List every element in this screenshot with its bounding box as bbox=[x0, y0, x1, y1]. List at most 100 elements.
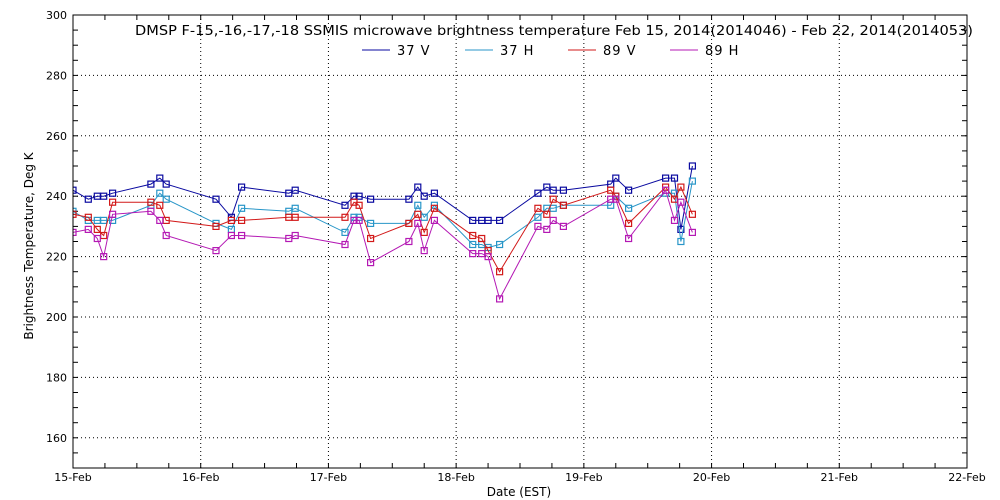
legend-entry-89-h: 89 H bbox=[670, 44, 738, 59]
legend-label-37-h: 37 H bbox=[500, 44, 534, 59]
data-point-89-h bbox=[484, 253, 492, 261]
data-point-37-h bbox=[549, 204, 557, 212]
data-point-89-h bbox=[677, 198, 685, 206]
legend-entry-89-v: 89 V bbox=[568, 44, 637, 59]
data-point-37-v bbox=[156, 174, 164, 182]
data-point-89-h bbox=[607, 195, 615, 203]
data-point-89-h bbox=[147, 207, 155, 215]
data-point-89-h bbox=[534, 222, 542, 230]
data-point-89-v bbox=[147, 198, 155, 206]
data-point-37-v bbox=[469, 216, 477, 224]
data-point-37-h bbox=[367, 219, 375, 227]
data-point-89-v bbox=[84, 213, 92, 221]
data-point-89-v bbox=[534, 204, 542, 212]
data-point-89-v bbox=[624, 219, 633, 227]
data-point-37-h bbox=[414, 201, 422, 209]
data-point-37-h bbox=[291, 204, 299, 212]
data-point-89-h bbox=[688, 228, 697, 236]
data-point-37-v bbox=[162, 180, 170, 188]
data-point-89-h bbox=[549, 216, 557, 224]
data-point-89-h bbox=[367, 259, 375, 267]
y-tick-label: 160 bbox=[46, 432, 67, 445]
data-point-89-h bbox=[469, 250, 477, 258]
series-line-89-v bbox=[73, 185, 693, 273]
data-point-89-v bbox=[367, 234, 375, 243]
data-point-37-h bbox=[534, 213, 542, 221]
data-point-89-v bbox=[73, 210, 77, 218]
data-point-37-v bbox=[108, 189, 117, 197]
data-point-89-h bbox=[291, 231, 299, 240]
data-point-89-v bbox=[607, 186, 615, 194]
data-point-89-v bbox=[355, 201, 363, 209]
data-point-89-h bbox=[405, 237, 413, 246]
data-point-37-v bbox=[430, 189, 438, 197]
data-point-89-v bbox=[543, 210, 551, 218]
data-point-89-v bbox=[469, 231, 477, 240]
data-point-89-h bbox=[414, 219, 422, 227]
data-point-89-h bbox=[543, 225, 551, 233]
y-tick-label: 300 bbox=[46, 9, 67, 22]
data-point-89-h bbox=[624, 234, 633, 243]
legend-label-37-v: 37 V bbox=[397, 44, 431, 59]
series-line-37-h bbox=[73, 181, 693, 249]
data-point-37-v bbox=[624, 186, 633, 194]
x-tick-label: 22-Feb bbox=[948, 471, 985, 484]
data-point-89-h bbox=[661, 186, 670, 194]
series-89-h bbox=[73, 186, 697, 303]
data-point-89-h bbox=[355, 216, 363, 224]
data-point-89-v bbox=[549, 195, 557, 203]
data-point-89-v bbox=[688, 210, 697, 218]
data-point-89-h bbox=[212, 247, 220, 255]
data-point-89-h bbox=[420, 247, 428, 255]
series-line-37-v bbox=[73, 165, 693, 230]
y-axis-label: Brightness Temperature, Deg K bbox=[22, 151, 36, 339]
data-point-37-v bbox=[405, 195, 413, 203]
data-point-37-v bbox=[367, 195, 375, 203]
data-point-89-v bbox=[559, 201, 568, 209]
data-point-89-v bbox=[212, 222, 220, 230]
series-37-v bbox=[73, 162, 697, 233]
y-tick-label: 180 bbox=[46, 371, 67, 384]
data-point-89-v bbox=[420, 228, 428, 236]
data-point-37-h bbox=[341, 228, 349, 236]
data-point-89-h bbox=[430, 216, 438, 224]
data-point-89-h bbox=[350, 216, 358, 224]
data-point-89-h bbox=[227, 231, 235, 240]
legend-entry-37-v: 37 V bbox=[362, 44, 431, 59]
data-point-37-v bbox=[677, 225, 685, 233]
data-point-89-h bbox=[84, 225, 92, 233]
data-point-37-v bbox=[534, 189, 542, 197]
data-point-89-h bbox=[93, 234, 101, 243]
data-point-89-h bbox=[73, 228, 77, 236]
data-point-37-h bbox=[677, 237, 685, 246]
data-point-37-h bbox=[162, 195, 170, 203]
y-tick-label: 280 bbox=[46, 69, 67, 82]
series-line-89-h bbox=[73, 189, 693, 301]
data-point-37-v bbox=[670, 174, 679, 182]
data-point-37-v bbox=[84, 195, 92, 203]
x-tick-labels: 15-Feb 16-Feb 17-Feb 18-Feb 19-Feb 20-Feb 21-F… bbox=[54, 471, 985, 484]
data-point-37-v bbox=[420, 192, 428, 200]
data-point-89-v bbox=[156, 201, 164, 209]
x-axis-label: Date (EST) bbox=[487, 485, 551, 499]
data-point-89-h bbox=[156, 216, 164, 224]
data-point-37-h bbox=[469, 240, 477, 249]
grid-lines bbox=[73, 15, 967, 468]
x-tick-label: 19-Feb bbox=[565, 471, 602, 484]
y-tick-label: 240 bbox=[46, 190, 67, 203]
legend-label-89-v: 89 V bbox=[603, 44, 637, 59]
data-point-89-v bbox=[430, 204, 438, 212]
data-point-37-v bbox=[355, 192, 363, 200]
data-point-37-v bbox=[612, 174, 620, 182]
data-point-37-v bbox=[73, 186, 77, 194]
data-point-89-h bbox=[108, 210, 117, 218]
data-point-37-v bbox=[661, 174, 670, 182]
y-tick-label: 260 bbox=[46, 130, 67, 143]
y-tick-label: 220 bbox=[46, 251, 67, 264]
data-point-89-v bbox=[496, 268, 504, 276]
data-point-89-h bbox=[670, 216, 679, 224]
data-point-37-v bbox=[238, 183, 246, 191]
data-point-37-v bbox=[100, 192, 108, 200]
